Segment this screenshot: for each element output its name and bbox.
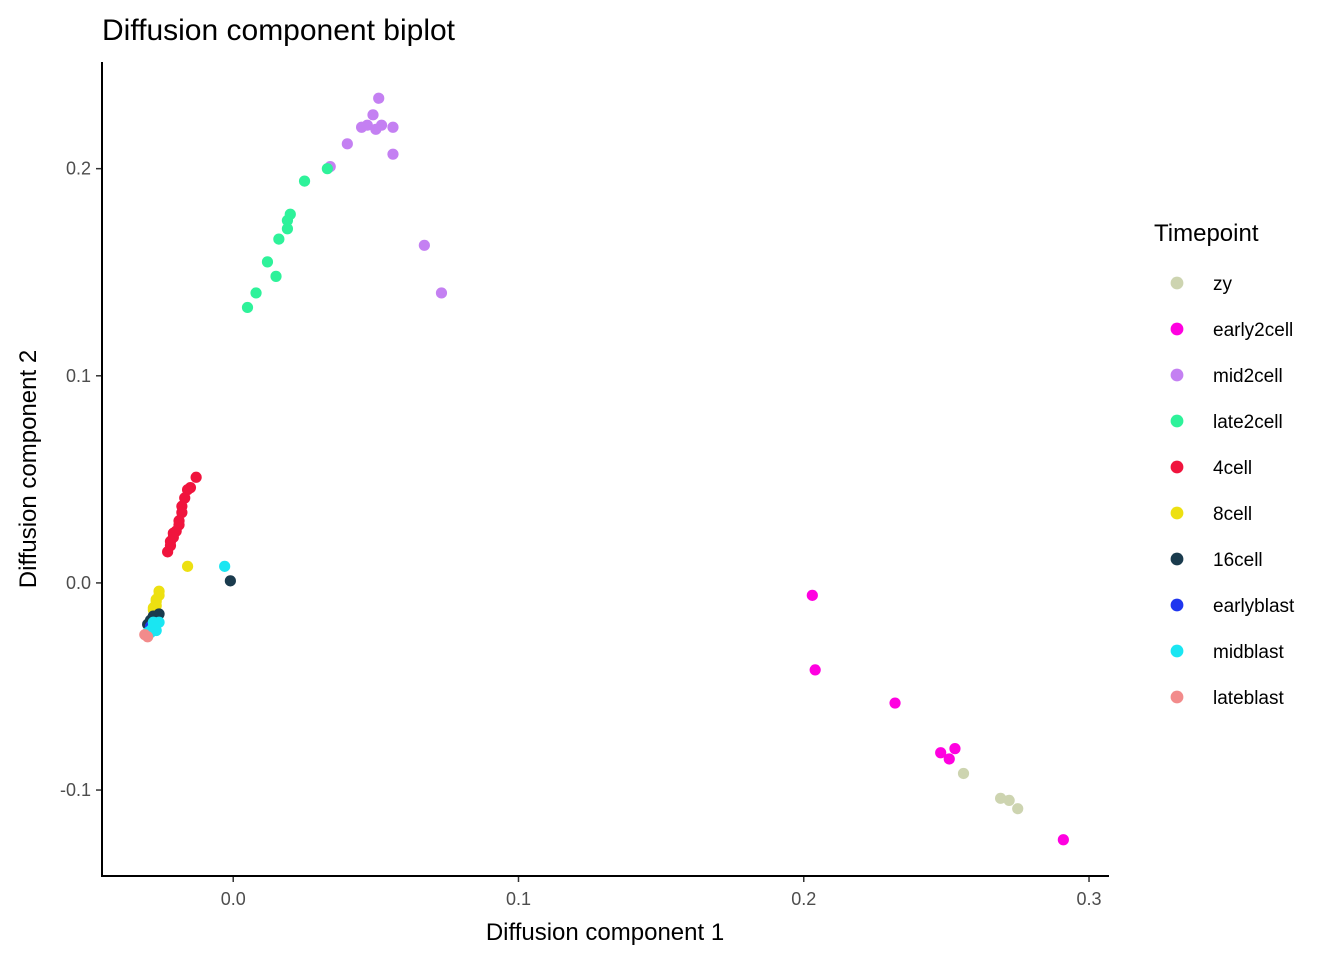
y-axis-label: Diffusion component 2 [15, 350, 42, 588]
data-point [261, 256, 274, 268]
x-tick-label: 0.2 [791, 889, 816, 909]
data-point [435, 287, 448, 299]
legend-marker [1170, 552, 1184, 566]
legend-item-8cell: 8cell [1170, 504, 1252, 525]
legend-item-16cell: 16cell [1170, 550, 1263, 571]
data-point [418, 239, 430, 251]
legend-item-late2cell: late2cell [1170, 412, 1283, 433]
y-tick-label: -0.1 [60, 780, 91, 800]
data-point [298, 175, 311, 187]
data-point [181, 560, 194, 572]
data-point [241, 301, 254, 314]
data-point [190, 471, 202, 483]
legend-marker [1170, 322, 1184, 336]
chart-title: Diffusion component biplot [102, 14, 456, 47]
legend-label: 8cell [1213, 504, 1252, 525]
legend-item-4cell: 4cell [1170, 458, 1252, 479]
legend-label: midblast [1213, 642, 1284, 663]
data-point [139, 629, 151, 641]
data-point [889, 697, 901, 709]
y-tick-label: 0.1 [66, 366, 91, 386]
legend-items: zy early2cell mid2cell late2cell 4cell 8cell 1… [1170, 274, 1295, 709]
data-point [361, 119, 373, 131]
legend-marker [1170, 644, 1184, 658]
legend-item-early2cell: early2cell [1170, 320, 1293, 341]
data-point [147, 616, 159, 628]
x-tick-label: 0.3 [1077, 889, 1102, 909]
legend-marker [1170, 368, 1184, 382]
legend-title: Timepoint [1154, 220, 1259, 247]
legend-item-zy: zy [1170, 274, 1233, 295]
data-point [270, 270, 282, 282]
x-axis-label: Diffusion component 1 [486, 919, 724, 946]
series-8cell [147, 560, 194, 616]
legend-item-earlyblast: earlyblast [1170, 596, 1295, 617]
legend-marker [1170, 276, 1184, 290]
data-point [375, 119, 388, 131]
series-lateblast [139, 629, 154, 643]
legend-label: zy [1213, 274, 1233, 295]
data-point [367, 109, 379, 121]
series-mid2cell [324, 92, 448, 299]
data-point [273, 233, 285, 245]
y-tick-label: 0.0 [66, 573, 91, 593]
legend-item-mid2cell: mid2cell [1170, 366, 1283, 387]
data-point [162, 546, 174, 558]
data-point [949, 743, 961, 755]
legend-item-lateblast: lateblast [1170, 688, 1284, 709]
legend: Timepoint zy early2cell mid2cell late2cell 4… [1154, 220, 1295, 709]
y-tick-label: 0.2 [66, 159, 91, 179]
x-tick-label: 0.0 [221, 889, 246, 909]
data-point [387, 121, 399, 133]
data-point [1003, 794, 1015, 806]
data-point [387, 148, 399, 160]
data-point [219, 560, 231, 572]
x-tick-label: 0.1 [506, 889, 531, 909]
legend-label: mid2cell [1213, 366, 1283, 387]
data-point [250, 287, 262, 299]
data-point [1057, 834, 1069, 846]
series-zy [957, 767, 1024, 815]
data-point [809, 664, 821, 676]
series-late2cell [241, 163, 333, 314]
data-point [806, 589, 818, 601]
data-point [957, 767, 970, 780]
data-point [373, 92, 385, 104]
legend-label: late2cell [1213, 412, 1283, 433]
data-point [341, 138, 353, 150]
data-point [284, 208, 296, 220]
legend-marker [1170, 690, 1184, 704]
legend-label: lateblast [1213, 688, 1284, 709]
data-point [224, 575, 236, 587]
data-point [1012, 803, 1024, 815]
legend-marker [1170, 414, 1184, 428]
legend-marker [1170, 598, 1184, 612]
legend-label: 4cell [1213, 458, 1252, 479]
legend-label: early2cell [1213, 320, 1293, 341]
series-4cell [162, 471, 202, 558]
legend-label: earlyblast [1213, 596, 1295, 617]
y-axis-ticks: -0.1 0.0 0.1 0.2 [60, 159, 102, 800]
legend-marker [1170, 460, 1184, 474]
series-early2cell [806, 589, 1069, 846]
data-point [935, 747, 947, 759]
legend-marker [1170, 506, 1184, 520]
data-point [994, 792, 1007, 804]
data-point [943, 753, 955, 765]
data-point [281, 223, 294, 235]
data-point [321, 163, 333, 175]
x-axis-ticks: 0.0 0.1 0.2 0.3 [221, 876, 1102, 909]
legend-label: 16cell [1213, 550, 1263, 571]
data-points [139, 92, 1069, 846]
legend-item-midblast: midblast [1170, 642, 1284, 663]
